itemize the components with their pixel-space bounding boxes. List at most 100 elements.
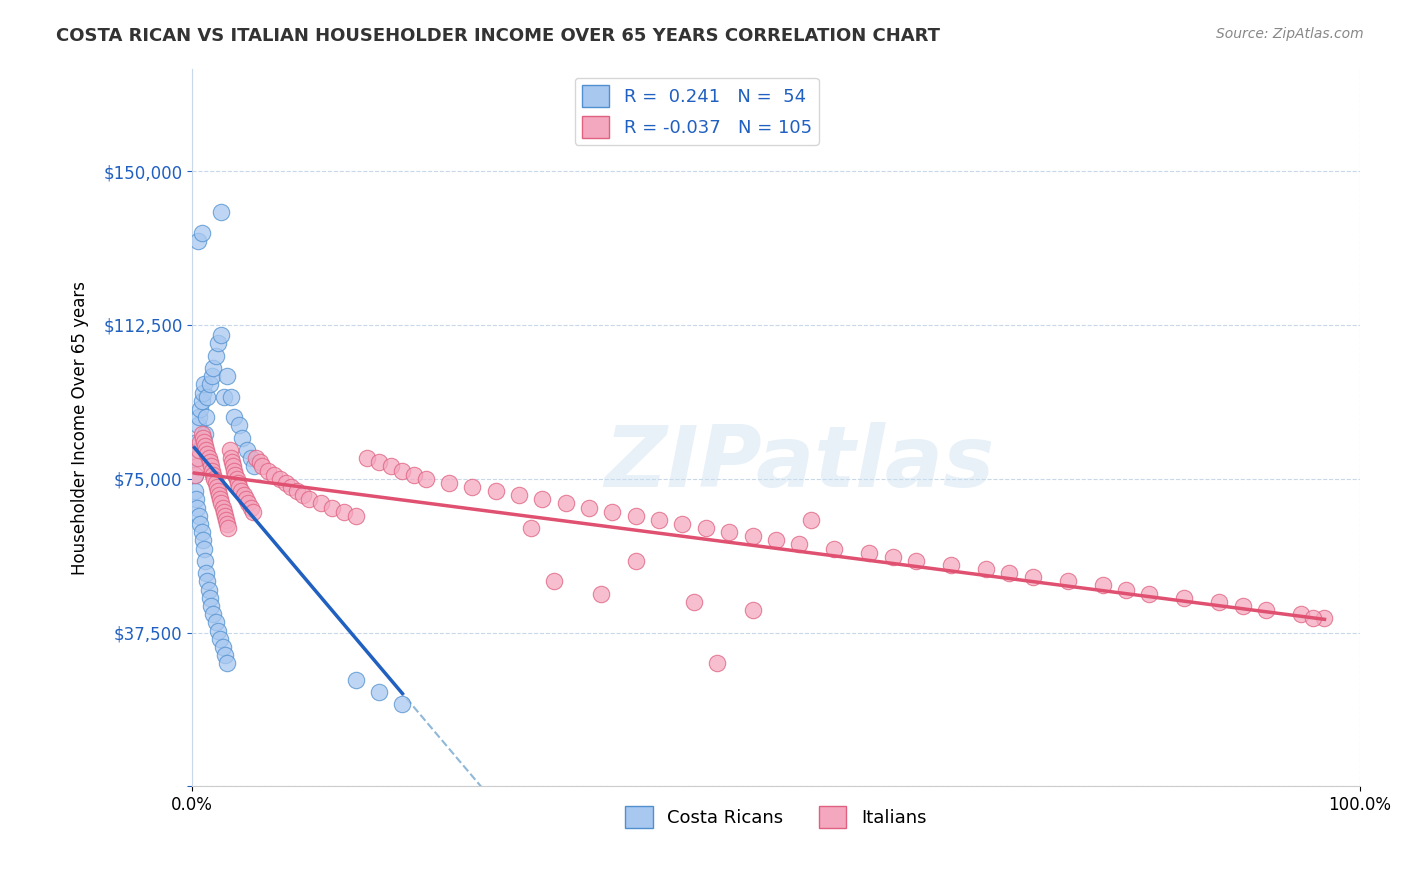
Point (1256, 603, 1278, 617)
Point (193, 434, 215, 449)
Point (1302, 611, 1324, 625)
Point (209, 496, 232, 510)
Point (1208, 595, 1230, 609)
Point (228, 480, 250, 494)
Point (190, 434, 212, 449)
Point (508, 488, 530, 502)
Point (186, 434, 208, 449)
Point (202, 467, 225, 482)
Point (228, 418, 250, 433)
Point (198, 591, 221, 605)
Point (195, 443, 218, 458)
Point (263, 467, 285, 482)
Point (218, 443, 240, 458)
Point (356, 451, 378, 466)
Point (224, 464, 246, 478)
Text: Source: ZipAtlas.com: Source: ZipAtlas.com (1216, 27, 1364, 41)
Point (344, 508, 367, 523)
Point (939, 558, 962, 572)
Point (201, 369, 224, 384)
Point (974, 562, 997, 576)
Point (207, 624, 229, 638)
Point (212, 390, 235, 404)
Text: COSTA RICAN VS ITALIAN HOUSEHOLDER INCOME OVER 65 YEARS CORRELATION CHART: COSTA RICAN VS ITALIAN HOUSEHOLDER INCOM… (56, 27, 941, 45)
Point (402, 467, 425, 482)
Point (190, 426, 212, 441)
Point (380, 459, 402, 474)
Point (209, 492, 232, 507)
Point (214, 508, 236, 523)
Point (193, 377, 215, 392)
Point (214, 648, 236, 663)
Point (191, 385, 214, 400)
Point (543, 574, 565, 589)
Point (245, 451, 267, 466)
Point (741, 529, 763, 543)
Point (194, 439, 217, 453)
Legend: Costa Ricans, Italians: Costa Ricans, Italians (619, 798, 934, 835)
Point (197, 574, 219, 589)
Point (226, 475, 249, 490)
Text: ZIPatlas: ZIPatlas (605, 422, 994, 505)
Point (194, 426, 217, 441)
Point (624, 508, 647, 523)
Point (191, 431, 214, 445)
Point (195, 410, 218, 425)
Point (589, 587, 612, 601)
Point (217, 369, 239, 384)
Point (391, 464, 413, 478)
Point (718, 525, 741, 540)
Point (197, 390, 219, 404)
Point (274, 475, 297, 490)
Point (187, 418, 209, 433)
Point (578, 500, 600, 515)
Point (243, 459, 266, 474)
Point (249, 455, 271, 469)
Y-axis label: Householder Income Over 65 years: Householder Income Over 65 years (72, 280, 89, 574)
Point (1091, 578, 1114, 592)
Point (209, 205, 232, 219)
Point (231, 484, 253, 499)
Point (202, 607, 225, 622)
Point (207, 336, 229, 351)
Point (415, 472, 437, 486)
Point (800, 513, 823, 527)
Point (461, 480, 484, 494)
Point (280, 480, 302, 494)
Point (222, 459, 245, 474)
Point (188, 410, 211, 425)
Point (198, 377, 221, 392)
Point (238, 496, 260, 510)
Point (882, 549, 904, 564)
Point (368, 455, 391, 469)
Point (197, 447, 219, 461)
Point (648, 513, 671, 527)
Point (190, 402, 212, 417)
Point (183, 467, 205, 482)
Point (200, 599, 222, 613)
Point (858, 546, 880, 560)
Point (217, 516, 239, 531)
Point (190, 393, 212, 408)
Point (765, 533, 787, 548)
Point (321, 500, 343, 515)
Point (202, 361, 225, 376)
Point (190, 525, 212, 540)
Point (232, 488, 254, 502)
Point (285, 484, 308, 499)
Point (309, 496, 332, 510)
Point (211, 640, 233, 654)
Point (437, 475, 460, 490)
Point (624, 554, 647, 568)
Point (217, 521, 239, 535)
Point (219, 390, 242, 404)
Point (221, 455, 243, 469)
Point (602, 505, 624, 519)
Point (224, 467, 246, 482)
Point (204, 475, 226, 490)
Point (1173, 591, 1195, 605)
Point (1313, 611, 1336, 625)
Point (217, 657, 239, 671)
Point (201, 464, 224, 478)
Point (194, 554, 217, 568)
